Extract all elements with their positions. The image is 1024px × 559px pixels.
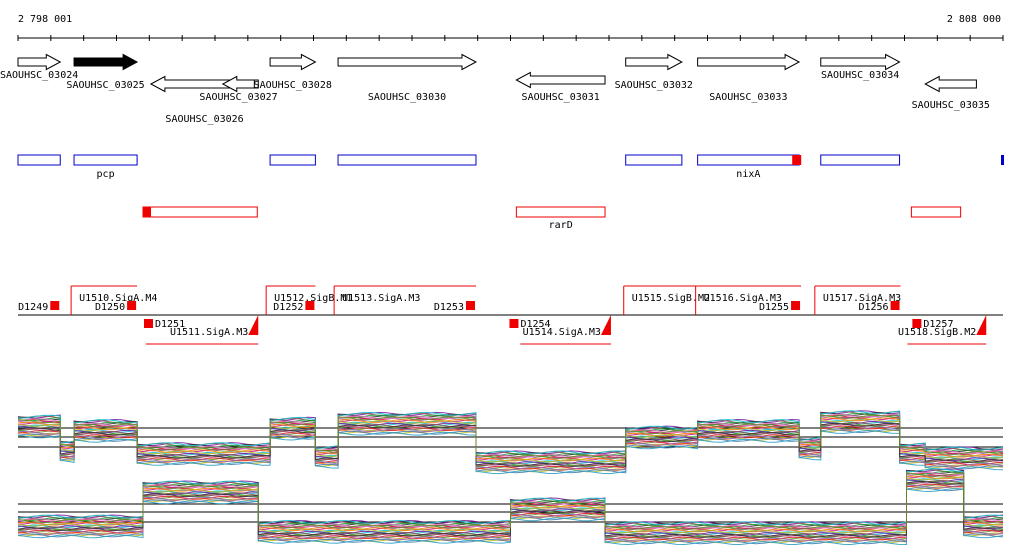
transcript-label: D1249 bbox=[18, 302, 48, 313]
expression-line bbox=[17, 422, 1004, 467]
gene-arrow[interactable] bbox=[515, 71, 606, 89]
red-feature-box[interactable] bbox=[515, 206, 606, 218]
transcript-label: U1514.SigA.M3 bbox=[523, 327, 601, 338]
transcript-label: D1257 bbox=[923, 319, 953, 330]
expression-line bbox=[17, 429, 1004, 474]
expression-line bbox=[17, 468, 1004, 526]
transcript-label: D1251 bbox=[155, 319, 185, 330]
ruler-ticks bbox=[17, 35, 1004, 41]
red-feature-label: rarD bbox=[549, 220, 573, 231]
transcript-end-marker bbox=[143, 319, 153, 328]
position-ruler: 2 798 001 2 808 000 bbox=[17, 14, 1004, 41]
transcript-label: D1255 bbox=[759, 302, 789, 313]
blue-feature-box[interactable] bbox=[337, 154, 477, 166]
transcript-label: D1252 bbox=[273, 302, 303, 313]
expression-line bbox=[17, 418, 1004, 463]
blue-feature-box[interactable] bbox=[269, 154, 316, 166]
expression-line bbox=[17, 426, 1004, 471]
transcript-end-marker bbox=[791, 301, 801, 310]
transcript-label: U1518.SigB.M2 bbox=[898, 327, 976, 338]
transcript-label: D1256 bbox=[858, 302, 888, 313]
gene-arrow[interactable] bbox=[269, 53, 317, 71]
gene-label: SAOUHSC_03025 bbox=[66, 80, 144, 91]
transcript-label: U1515.SigB.M2 bbox=[632, 293, 710, 304]
expression-line bbox=[17, 417, 1004, 462]
blue-feature-box[interactable] bbox=[820, 154, 901, 166]
red-marker bbox=[792, 155, 802, 165]
gene-label: SAOUHSC_03033 bbox=[709, 92, 787, 103]
ruler-end-label: 2 808 000 bbox=[947, 14, 1001, 25]
gene-label: SAOUHSC_03026 bbox=[165, 114, 243, 125]
transcript-end-triangle bbox=[600, 315, 611, 335]
expression-profile-top bbox=[17, 410, 1004, 475]
gene-arrow[interactable] bbox=[625, 53, 683, 71]
transcript-end-marker bbox=[890, 301, 900, 310]
transcript-label: U1516.SigA.M3 bbox=[704, 293, 782, 304]
blue-feature-track: pcp nixA bbox=[17, 154, 1004, 180]
red-marker bbox=[143, 207, 152, 217]
gene-label: SAOUHSC_03035 bbox=[912, 100, 990, 111]
ruler-start-label: 2 798 001 bbox=[18, 14, 72, 25]
transcript-label: U1513.SigA.M3 bbox=[342, 293, 420, 304]
transcript-label: U1517.SigA.M3 bbox=[823, 293, 901, 304]
gene-arrow[interactable] bbox=[697, 53, 801, 71]
transcript-end-triangle bbox=[976, 315, 987, 335]
red-feature-box[interactable] bbox=[910, 206, 962, 218]
transcript-end-marker bbox=[127, 301, 137, 310]
gene-arrow[interactable] bbox=[17, 53, 62, 71]
blue-feature-box[interactable] bbox=[625, 154, 683, 166]
gene-label: SAOUHSC_03031 bbox=[522, 92, 600, 103]
transcript-end-marker bbox=[509, 319, 519, 328]
gene-label: SAOUHSC_03027 bbox=[199, 92, 277, 103]
gene-arrow[interactable] bbox=[337, 53, 478, 71]
expression-line bbox=[17, 414, 1004, 459]
expression-line bbox=[17, 425, 1004, 470]
gene-arrow[interactable] bbox=[73, 53, 139, 71]
transcript-label: U1511.SigA.M3 bbox=[170, 327, 248, 338]
expression-profile-bottom bbox=[17, 468, 1004, 546]
red-feature-box[interactable] bbox=[142, 206, 258, 218]
transcript-label: U1512.SigB.M1 bbox=[274, 293, 352, 304]
expression-line bbox=[17, 429, 1004, 475]
gene-label: SAOUHSC_03034 bbox=[821, 70, 899, 81]
gene-arrow[interactable] bbox=[820, 53, 901, 71]
gene-label: SAOUHSC_03030 bbox=[368, 92, 446, 103]
expression-line bbox=[17, 472, 1004, 530]
blue-feature-label: nixA bbox=[736, 169, 760, 180]
expression-line bbox=[17, 412, 1004, 458]
transcript-end-marker bbox=[465, 301, 475, 310]
transcript-label: D1254 bbox=[520, 319, 550, 330]
gene-label: SAOUHSC_03032 bbox=[615, 80, 693, 91]
transcript-end-triangle bbox=[248, 315, 259, 335]
transcript-end-marker bbox=[912, 319, 922, 328]
transcript-label: D1250 bbox=[95, 302, 125, 313]
blue-feature-label: pcp bbox=[97, 169, 115, 180]
transcript-label: U1510.SigA.M4 bbox=[79, 293, 157, 304]
gene-label: SAOUHSC_03028 bbox=[254, 80, 332, 91]
transcript-label: D1253 bbox=[434, 302, 464, 313]
blue-feature-box[interactable] bbox=[73, 154, 138, 166]
red-feature-track: rarD bbox=[142, 206, 962, 231]
gene-arrow[interactable] bbox=[924, 75, 977, 93]
blue-feature-box[interactable] bbox=[17, 154, 61, 166]
expression-line bbox=[17, 410, 1004, 455]
blue-feature-edge bbox=[1001, 155, 1004, 165]
gene-label: SAOUHSC_03024 bbox=[0, 70, 78, 81]
transcript-end-marker bbox=[50, 301, 60, 310]
blue-feature-box[interactable] bbox=[697, 154, 800, 166]
expression-line bbox=[17, 421, 1004, 467]
gene-arrow[interactable] bbox=[221, 75, 255, 93]
transcript-end-marker bbox=[305, 301, 315, 310]
